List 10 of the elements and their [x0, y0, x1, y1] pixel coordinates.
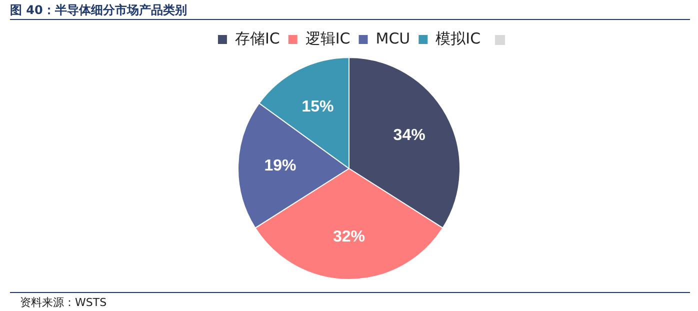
legend-label: 逻辑IC [305, 29, 350, 48]
data-label: 34% [393, 126, 426, 144]
text: 资料来源：WSTS [20, 295, 107, 310]
data-label: 19% [264, 158, 296, 175]
legend-label: 存储IC [234, 29, 280, 48]
data-label: 15% [302, 98, 334, 116]
data-label: 32% [332, 228, 366, 246]
text: 图 40：半导体细分市场产品类别 [10, 2, 187, 19]
legend-label: 模拟IC [436, 29, 481, 48]
legend-label: MCU [376, 29, 410, 48]
